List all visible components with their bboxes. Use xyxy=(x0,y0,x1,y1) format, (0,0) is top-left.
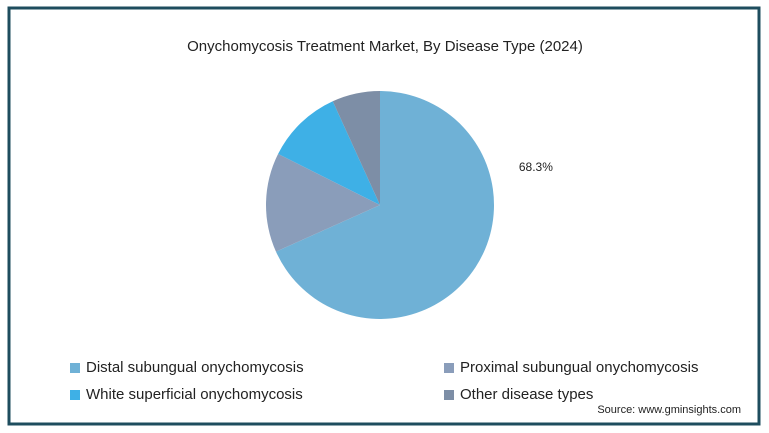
legend-label: Distal subungual onychomycosis xyxy=(86,359,304,376)
source: Source: www.gminsights.com xyxy=(597,404,741,416)
pie-slice xyxy=(275,91,494,319)
chart-title: Onychomycosis Treatment Market, By Disea… xyxy=(187,38,583,55)
data-label: 68.3% xyxy=(519,160,553,174)
legend-label: White superficial onychomycosis xyxy=(86,386,303,403)
legend-swatch xyxy=(444,390,454,400)
legend-swatch xyxy=(70,390,80,400)
legend-swatch xyxy=(444,363,454,373)
pie-slice xyxy=(278,101,380,205)
legend-swatch xyxy=(70,363,80,373)
pie-slice xyxy=(266,153,380,252)
legend-label: Other disease types xyxy=(460,386,593,403)
pie-slice xyxy=(332,91,380,205)
legend-label: Proximal subungual onychomycosis xyxy=(460,359,698,376)
